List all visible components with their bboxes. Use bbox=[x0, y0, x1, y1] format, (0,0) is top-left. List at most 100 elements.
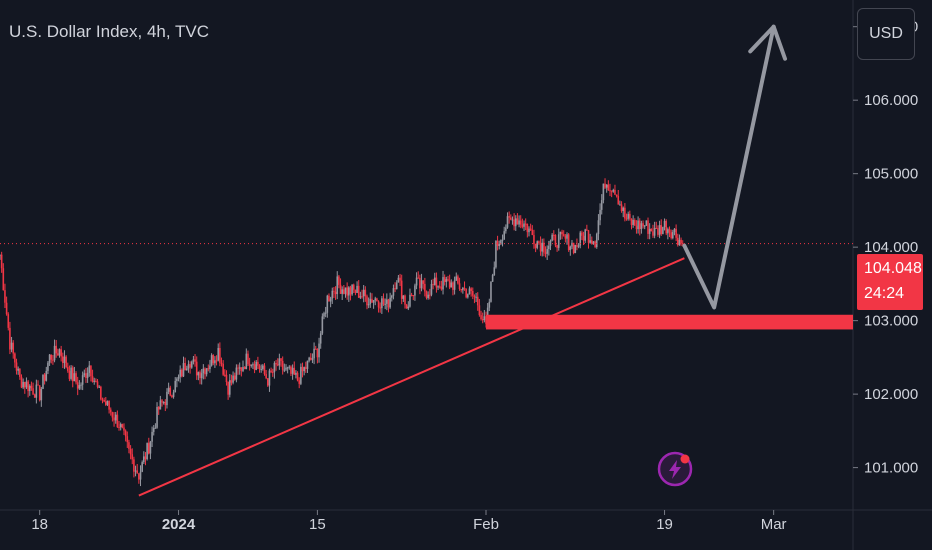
candle-body bbox=[577, 245, 580, 247]
candle-body bbox=[90, 365, 92, 377]
candle-body bbox=[650, 228, 653, 232]
candle-body bbox=[633, 220, 636, 226]
candle-body bbox=[657, 228, 659, 235]
candle-body bbox=[548, 245, 550, 250]
candle-body bbox=[595, 233, 598, 247]
candle-body bbox=[427, 294, 429, 298]
candle-body bbox=[179, 369, 181, 377]
candle-body bbox=[139, 471, 142, 480]
candle-body bbox=[389, 297, 391, 308]
candle-body bbox=[647, 220, 649, 234]
candle-body bbox=[199, 372, 201, 379]
candle-body bbox=[404, 295, 406, 305]
candle-body bbox=[331, 290, 334, 299]
candle-body bbox=[662, 227, 664, 234]
candle-body bbox=[247, 353, 249, 365]
candle-body bbox=[642, 223, 644, 227]
y-tick-label: 104.000 bbox=[864, 239, 918, 256]
candle-body bbox=[493, 267, 496, 276]
candle-body bbox=[367, 304, 370, 306]
x-tick-label: Feb bbox=[473, 516, 499, 533]
candle-body bbox=[409, 294, 411, 307]
annotations bbox=[0, 24, 853, 497]
candle-body bbox=[632, 220, 634, 225]
candle-body bbox=[640, 223, 643, 230]
candle-body bbox=[108, 400, 110, 410]
candle-body bbox=[510, 217, 512, 220]
candle-body bbox=[319, 333, 322, 344]
candle-body bbox=[471, 290, 474, 296]
candle-body bbox=[395, 282, 398, 290]
candle-body bbox=[190, 361, 193, 368]
candle-body bbox=[351, 284, 353, 295]
candle-body bbox=[352, 284, 355, 290]
candle-body bbox=[506, 216, 509, 228]
candle-body bbox=[672, 232, 674, 239]
candle-body bbox=[210, 355, 213, 366]
candle-body bbox=[675, 228, 677, 238]
candle-body bbox=[235, 367, 238, 380]
candle-body bbox=[176, 378, 178, 381]
candle-body bbox=[495, 240, 497, 268]
candle-body bbox=[321, 316, 324, 334]
candle-body bbox=[75, 373, 77, 383]
candle-body bbox=[625, 218, 628, 220]
candle-body bbox=[40, 388, 43, 401]
candle-body bbox=[128, 442, 130, 449]
candle-body bbox=[430, 283, 433, 295]
candle-body bbox=[429, 294, 431, 296]
candle-body bbox=[138, 473, 140, 480]
candle-body bbox=[422, 280, 424, 284]
candle-body bbox=[629, 213, 631, 219]
candle-body bbox=[161, 400, 163, 403]
candle-body bbox=[286, 367, 289, 369]
candle-body bbox=[152, 428, 155, 432]
candle-body bbox=[534, 243, 537, 248]
candle-body bbox=[47, 362, 49, 371]
candle-body bbox=[339, 284, 342, 294]
last-price-tag: 104.048 24:24 bbox=[857, 254, 923, 310]
candle-body bbox=[617, 196, 620, 205]
candle-body bbox=[255, 361, 258, 370]
candle-body bbox=[42, 374, 44, 389]
candle-body bbox=[556, 245, 558, 248]
candle-body bbox=[232, 375, 234, 383]
candle-body bbox=[116, 414, 119, 428]
candle-body bbox=[435, 277, 438, 288]
candle-body bbox=[114, 414, 117, 421]
candle-body bbox=[386, 299, 388, 304]
candle-body bbox=[604, 183, 606, 188]
candle-body bbox=[121, 424, 124, 428]
candle-body bbox=[379, 307, 382, 309]
candle-body bbox=[678, 239, 681, 245]
candle-body bbox=[609, 190, 611, 192]
candle-body bbox=[324, 312, 327, 314]
candle-body bbox=[106, 400, 109, 405]
candle-body bbox=[334, 291, 337, 295]
candle-body bbox=[113, 417, 115, 421]
alert-icon[interactable] bbox=[657, 451, 693, 487]
candle-body bbox=[417, 277, 420, 279]
candle-body bbox=[635, 225, 638, 230]
candle-body bbox=[579, 232, 582, 246]
candle-body bbox=[676, 237, 679, 245]
candle-body bbox=[326, 295, 329, 313]
candle-body bbox=[630, 218, 633, 225]
candle-body bbox=[425, 291, 428, 298]
candle-body bbox=[306, 360, 309, 369]
candle-body bbox=[357, 285, 360, 298]
candle-body bbox=[445, 279, 448, 282]
candle-body bbox=[192, 359, 195, 362]
currency-button[interactable]: USD bbox=[857, 8, 915, 60]
x-tick-label: 2024 bbox=[162, 516, 196, 533]
candle-body bbox=[233, 375, 236, 380]
candle-body bbox=[562, 234, 565, 236]
candle-body bbox=[202, 368, 205, 374]
candle-body bbox=[141, 462, 143, 472]
candle-body bbox=[412, 295, 415, 297]
candle-body bbox=[476, 296, 479, 306]
candle-body bbox=[298, 380, 301, 384]
candle-body bbox=[300, 366, 302, 384]
candle-body bbox=[76, 382, 79, 389]
